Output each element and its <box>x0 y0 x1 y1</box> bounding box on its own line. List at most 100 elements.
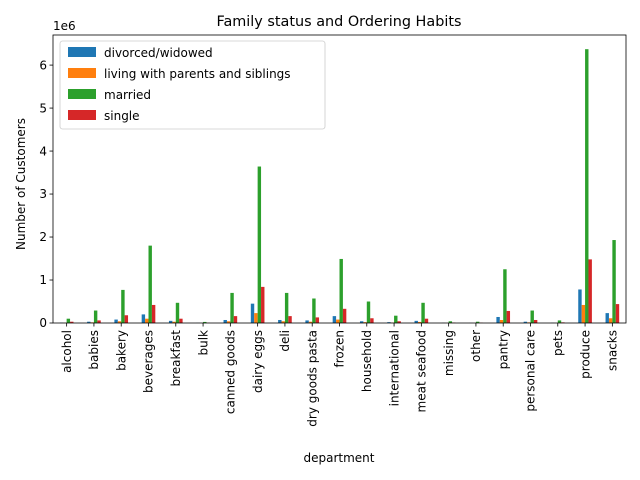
legend-swatch <box>68 89 96 99</box>
bar <box>417 321 422 323</box>
y-tick-label: 2 <box>39 230 47 244</box>
bar <box>93 310 98 323</box>
y-tick-label: 4 <box>39 144 47 158</box>
bar <box>203 321 207 323</box>
bar <box>448 321 453 323</box>
x-axis-label: department <box>304 451 375 465</box>
bar <box>288 316 292 323</box>
bar <box>397 321 401 323</box>
bar <box>70 321 74 323</box>
x-tick-label: dry goods pasta <box>305 330 319 427</box>
bar <box>114 319 118 323</box>
y-tick-label: 3 <box>39 187 47 201</box>
bar <box>175 302 180 323</box>
bar <box>312 298 316 323</box>
bar <box>530 310 534 323</box>
bar <box>615 304 620 323</box>
legend: divorced/widowed living with parents and … <box>59 40 326 130</box>
bar <box>503 269 507 323</box>
bar <box>605 313 609 323</box>
bar <box>117 321 122 323</box>
bar <box>97 320 101 323</box>
x-tick-label: meat seafood <box>415 330 429 412</box>
bar <box>261 286 265 323</box>
bar <box>250 303 255 323</box>
bar <box>414 320 418 323</box>
x-tick-label: pantry <box>496 330 510 369</box>
bar <box>233 316 238 323</box>
bar <box>506 310 511 323</box>
bar <box>424 318 429 323</box>
bar <box>475 321 480 323</box>
bar <box>121 289 125 323</box>
bar <box>612 240 616 323</box>
bar <box>366 301 371 323</box>
x-tick-label: bakery <box>114 330 128 371</box>
x-tick-label: personal care <box>524 330 538 412</box>
chart-title: Family status and Ordering Habits <box>217 14 462 30</box>
bar <box>308 321 313 323</box>
y-axis-label: Number of Customers <box>14 118 28 250</box>
bar <box>588 259 592 323</box>
y-tick-label: 1 <box>39 273 47 287</box>
y-tick-label: 5 <box>39 101 47 115</box>
bar <box>581 304 586 323</box>
y-offset-label: 1e6 <box>53 19 76 33</box>
x-tick-label: produce <box>578 330 592 379</box>
bar <box>315 317 320 323</box>
legend-swatch <box>68 110 96 120</box>
x-tick-label: alcohol <box>60 330 74 373</box>
x-tick-label: deli <box>278 330 292 352</box>
x-tick-label: snacks <box>606 330 620 371</box>
legend-swatch <box>68 47 96 57</box>
bar <box>226 321 231 323</box>
bar <box>257 166 262 323</box>
bar <box>608 318 613 323</box>
bar <box>585 49 589 323</box>
bar <box>533 319 538 323</box>
bar <box>363 322 367 323</box>
bar <box>141 314 146 323</box>
legend-label: divorced/widowed <box>104 46 213 60</box>
bar <box>421 302 425 323</box>
y-tick-label: 6 <box>39 58 47 72</box>
legend-label: single <box>104 109 140 123</box>
x-tick-label: dairy eggs <box>251 330 265 393</box>
bar <box>370 318 374 323</box>
bar <box>336 319 340 323</box>
x-tick-label: frozen <box>333 330 347 368</box>
x-tick-label: canned goods <box>224 330 238 414</box>
bar <box>145 318 149 323</box>
x-tick-label: breakfast <box>169 330 183 387</box>
bar <box>496 316 500 323</box>
bar <box>557 320 562 323</box>
bar <box>223 319 227 323</box>
bar <box>254 313 258 323</box>
bar <box>151 304 156 323</box>
x-tick-label: international <box>387 330 401 406</box>
bar <box>359 321 364 323</box>
bar <box>305 320 309 323</box>
bar <box>148 245 152 323</box>
legend-frame <box>59 40 326 130</box>
bar <box>168 320 173 323</box>
legend-label: married <box>104 88 151 102</box>
x-tick-label: bulk <box>196 330 210 356</box>
bar <box>179 318 183 323</box>
bar <box>339 258 343 323</box>
x-tick-label: other <box>469 330 483 362</box>
bar <box>281 321 285 323</box>
bar <box>87 321 91 323</box>
plot-area: 0 1 2 3 4 5 6 alcohol babies bakery beverages break… <box>39 34 627 427</box>
x-tick-label: babies <box>87 330 101 370</box>
x-tick-label: pets <box>551 330 565 356</box>
bar <box>278 319 282 323</box>
bar <box>66 318 71 323</box>
bar <box>332 316 337 323</box>
bar <box>499 319 504 323</box>
bar <box>284 292 289 323</box>
bar <box>387 322 391 323</box>
legend-label: living with parents and siblings <box>104 67 291 81</box>
bar <box>578 289 582 323</box>
